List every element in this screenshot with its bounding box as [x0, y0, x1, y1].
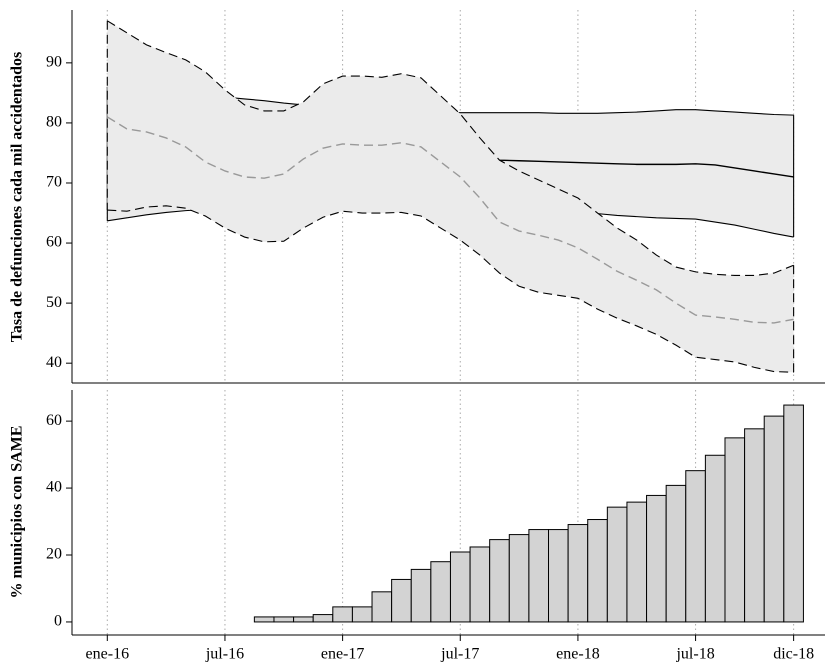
y-tick-label: 20 — [46, 546, 62, 563]
bar — [548, 529, 569, 623]
bar — [410, 568, 432, 623]
y-tick-label: 70 — [46, 174, 62, 191]
bar — [430, 561, 451, 623]
bar — [763, 415, 785, 623]
bar — [783, 404, 804, 623]
bar — [312, 614, 334, 623]
x-tick-label: ene-17 — [321, 646, 365, 663]
bar — [665, 484, 687, 623]
x-tick-label: jul-18 — [675, 646, 714, 663]
bar — [469, 546, 491, 623]
y-tick-label: 80 — [46, 114, 62, 131]
bar — [371, 591, 393, 623]
bar — [391, 578, 412, 623]
bar — [293, 616, 314, 623]
y-tick-label: 60 — [46, 412, 62, 429]
y-tick-label: 40 — [46, 354, 62, 371]
bar — [685, 470, 706, 623]
x-tick-label: dic-18 — [773, 646, 814, 663]
bar — [724, 437, 746, 623]
x-tick-label: jul-17 — [440, 646, 479, 663]
bar — [587, 519, 608, 623]
x-tick-label: jul-16 — [205, 646, 244, 663]
bar — [332, 606, 353, 623]
bar — [626, 501, 648, 623]
bar — [744, 428, 765, 623]
bar — [273, 616, 295, 623]
band-area — [107, 20, 794, 373]
y-tick-label: 40 — [46, 479, 62, 496]
y-axis-label: % municipios con SAME — [9, 426, 26, 599]
bar — [449, 551, 471, 623]
bar — [528, 529, 550, 623]
bar — [606, 506, 628, 623]
bar — [508, 534, 530, 623]
y-tick-label: 0 — [54, 613, 62, 630]
bar — [351, 606, 373, 623]
x-tick-label: ene-18 — [556, 646, 600, 663]
bar — [489, 539, 510, 623]
y-tick-label: 50 — [46, 294, 62, 311]
bar — [253, 616, 275, 623]
bar — [704, 454, 726, 623]
band-lower-line — [107, 205, 794, 373]
y-tick-label: 60 — [46, 234, 62, 251]
band-upper-line — [107, 20, 794, 277]
band-center-line — [106, 116, 794, 324]
bar — [567, 524, 589, 623]
y-axis-label: Tasa de defunciones cada mil accidentado… — [9, 52, 26, 343]
bar — [646, 494, 667, 623]
x-tick-label: ene-16 — [86, 646, 130, 663]
y-tick-label: 90 — [46, 54, 62, 71]
